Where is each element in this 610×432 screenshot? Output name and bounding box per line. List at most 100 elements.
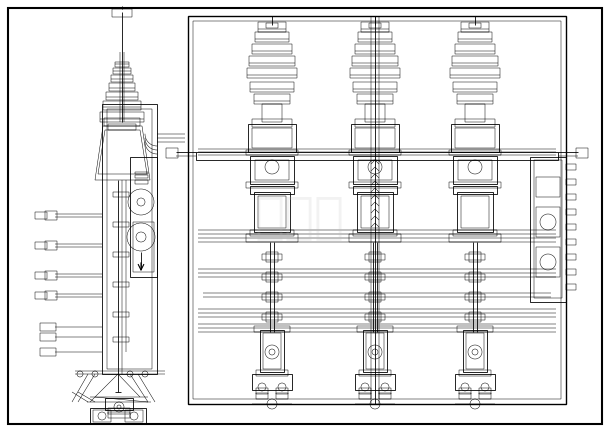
Bar <box>349 234 401 242</box>
Bar <box>113 337 129 342</box>
Bar <box>350 68 400 78</box>
Bar <box>369 252 381 262</box>
Bar <box>449 234 501 242</box>
Bar <box>135 180 148 184</box>
Bar <box>247 68 297 78</box>
Bar <box>469 292 481 302</box>
Bar <box>266 272 278 282</box>
Bar <box>455 374 495 390</box>
Bar <box>256 388 268 394</box>
Bar <box>255 160 289 180</box>
Bar <box>276 388 288 394</box>
Bar <box>106 92 138 100</box>
Bar <box>256 393 268 399</box>
Bar <box>576 148 588 158</box>
Bar <box>358 160 392 180</box>
Bar <box>113 252 129 257</box>
Bar <box>459 388 471 394</box>
Bar <box>459 393 471 399</box>
Bar <box>188 16 566 404</box>
Bar <box>465 314 485 320</box>
Bar <box>250 186 294 194</box>
Bar <box>248 124 296 152</box>
Bar <box>359 393 371 399</box>
Bar <box>379 393 391 399</box>
Bar <box>353 156 397 184</box>
Bar <box>104 118 140 126</box>
Bar <box>349 182 401 188</box>
Bar <box>566 224 576 230</box>
Bar <box>353 230 397 236</box>
Bar <box>455 44 495 54</box>
Bar <box>357 94 393 104</box>
Bar <box>262 294 282 300</box>
Bar <box>536 177 560 197</box>
Bar <box>458 32 492 42</box>
Bar <box>103 101 141 110</box>
Bar <box>365 294 385 300</box>
Bar <box>252 374 292 390</box>
Bar <box>465 274 485 280</box>
Bar <box>465 104 485 122</box>
Bar <box>196 152 558 160</box>
Bar <box>100 112 144 122</box>
Bar <box>566 269 576 275</box>
Bar <box>453 230 497 236</box>
Bar <box>369 23 381 28</box>
Bar <box>536 207 560 237</box>
Bar <box>453 82 497 92</box>
Bar <box>366 333 384 369</box>
Bar <box>353 186 397 194</box>
Bar <box>469 252 481 262</box>
Bar <box>369 312 381 322</box>
Bar <box>109 83 135 91</box>
Bar <box>469 23 481 28</box>
Bar <box>108 124 136 130</box>
Bar <box>258 22 286 32</box>
Bar <box>105 398 133 410</box>
Bar <box>451 124 499 152</box>
Bar <box>262 274 282 280</box>
Bar <box>355 44 395 54</box>
Bar <box>135 172 148 174</box>
Bar <box>455 128 495 148</box>
Bar <box>566 284 576 290</box>
Bar <box>40 333 56 341</box>
Bar <box>479 393 491 399</box>
Bar <box>361 196 389 228</box>
Bar <box>45 291 57 300</box>
Bar <box>365 104 385 122</box>
Bar <box>252 119 292 127</box>
Bar <box>379 388 391 394</box>
Bar <box>107 109 152 369</box>
Bar <box>113 312 129 317</box>
Bar <box>102 104 157 374</box>
Bar <box>262 104 282 122</box>
Bar <box>466 333 484 369</box>
Bar <box>357 192 393 232</box>
Bar <box>166 148 178 158</box>
Bar <box>457 326 493 332</box>
Bar <box>479 388 491 394</box>
Bar <box>252 44 292 54</box>
Bar <box>455 119 495 127</box>
Bar <box>458 160 492 180</box>
Bar <box>115 62 129 67</box>
Bar <box>566 254 576 260</box>
Bar <box>133 222 154 272</box>
Bar <box>457 94 493 104</box>
Bar <box>536 247 560 277</box>
Bar <box>250 82 294 92</box>
Bar <box>260 330 284 372</box>
Bar <box>349 150 401 155</box>
Bar <box>276 393 288 399</box>
Bar <box>365 314 385 320</box>
Bar <box>256 370 288 376</box>
Bar <box>359 388 371 394</box>
Bar <box>453 186 497 194</box>
Bar <box>463 330 487 372</box>
Bar <box>457 192 493 232</box>
Bar <box>461 196 489 228</box>
Bar <box>530 157 566 302</box>
Bar <box>35 272 47 279</box>
